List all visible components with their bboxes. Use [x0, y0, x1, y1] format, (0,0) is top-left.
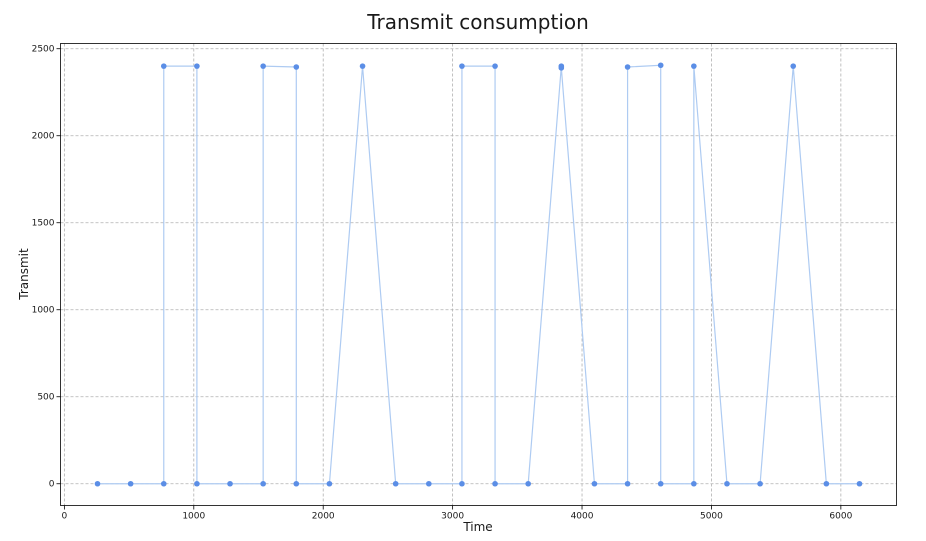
- data-point: [525, 480, 531, 487]
- data-point: [227, 480, 233, 487]
- data-point: [856, 480, 863, 487]
- data-point: [624, 480, 631, 487]
- data-point: [624, 64, 631, 70]
- data-point: [558, 65, 565, 71]
- data-point: [260, 480, 266, 487]
- data-point: [459, 63, 465, 69]
- tick-layer: 0 1000 2000 3000 4000 5000 6000 0 500 1000 1500 200…: [32, 45, 853, 522]
- data-point: [790, 63, 797, 69]
- y-tick-label: 2500: [32, 45, 55, 55]
- data-point: [426, 480, 432, 487]
- x-tick-label: 6000: [829, 512, 852, 522]
- x-tick-label: 1000: [182, 512, 205, 522]
- data-point: [326, 480, 333, 487]
- data-point: [823, 480, 830, 487]
- data-point: [293, 480, 300, 487]
- y-tick-label: 500: [37, 393, 54, 403]
- y-tick-label: 1500: [32, 219, 55, 229]
- data-point: [657, 62, 664, 69]
- data-point: [657, 480, 664, 487]
- data-point: [492, 480, 498, 487]
- plot-frame: [60, 43, 897, 506]
- chart-title: Transmit consumption: [366, 10, 589, 34]
- data-point: [359, 63, 366, 69]
- x-axis-label: Time: [462, 520, 492, 534]
- data-point: [691, 63, 697, 69]
- data-point: [160, 480, 167, 487]
- y-tick-label: 0: [49, 480, 55, 490]
- data-point: [194, 63, 200, 69]
- x-tick-label: 4000: [571, 512, 594, 522]
- data-point: [724, 480, 730, 487]
- grid-layer: [60, 43, 897, 506]
- data-point: [194, 480, 200, 487]
- data-point: [160, 63, 167, 69]
- data-point: [392, 480, 399, 487]
- y-tick-label: 2000: [32, 132, 55, 142]
- series-line: [97, 64, 860, 485]
- data-point: [94, 480, 101, 487]
- y-tick-label: 1000: [32, 306, 55, 316]
- data-point: [459, 480, 465, 487]
- data-point: [293, 64, 300, 70]
- data-point: [127, 480, 134, 487]
- data-point: [691, 480, 697, 487]
- x-tick-label: 5000: [700, 512, 723, 522]
- y-axis-label: Transmit: [17, 248, 31, 301]
- data-point: [260, 63, 266, 69]
- line-layer: [97, 64, 860, 485]
- x-tick-label: 3000: [441, 512, 464, 522]
- marker-layer: [94, 62, 863, 487]
- x-tick-label: 2000: [312, 512, 335, 522]
- data-point: [591, 480, 598, 487]
- data-point: [492, 63, 498, 69]
- data-point: [757, 480, 763, 487]
- x-tick-label: 0: [62, 512, 68, 522]
